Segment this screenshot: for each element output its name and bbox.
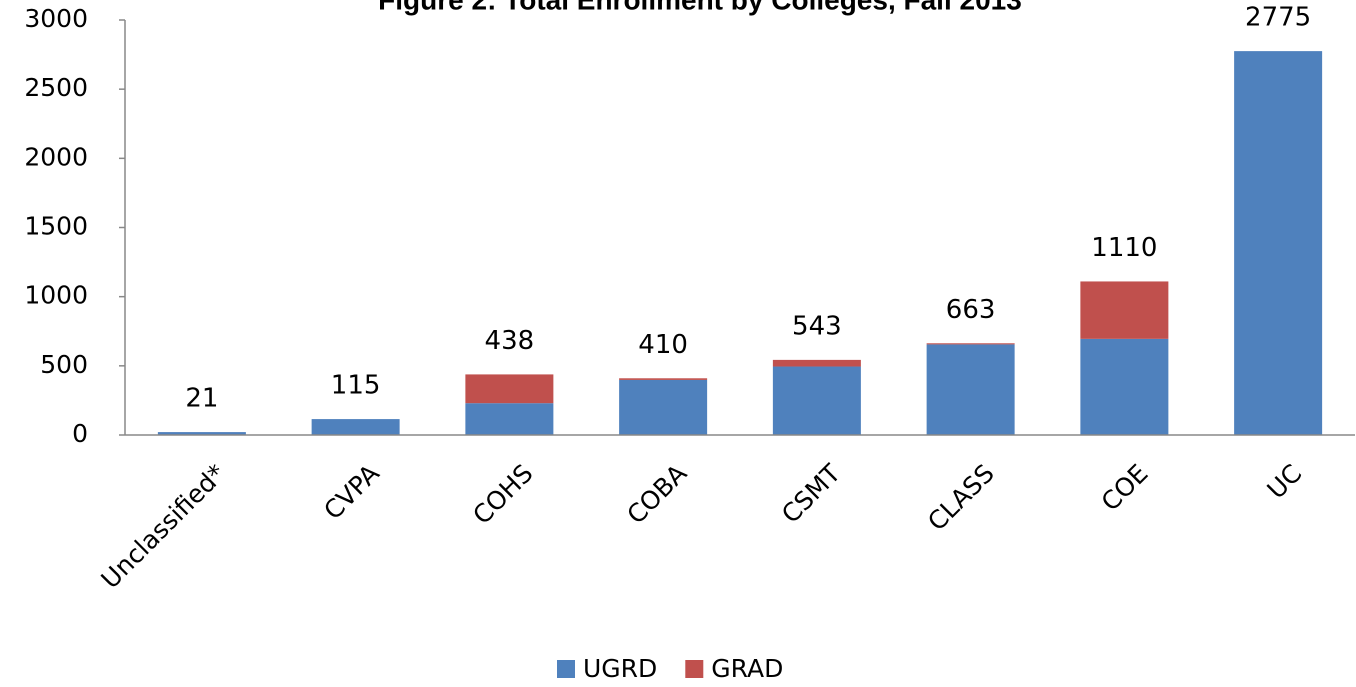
data-label: 410 xyxy=(638,330,688,360)
x-tick-label: COBA xyxy=(621,459,692,530)
bar-segment xyxy=(926,344,1015,435)
legend-swatch xyxy=(685,660,704,678)
data-label: 438 xyxy=(485,326,535,356)
y-tick-label: 0 xyxy=(72,419,88,448)
bar-segment xyxy=(772,366,861,435)
legend-label: UGRD xyxy=(583,654,657,683)
x-tick-label: UC xyxy=(1262,459,1308,505)
data-label: 663 xyxy=(946,295,996,325)
x-tick-label: CLASS xyxy=(922,459,1000,537)
data-label: 115 xyxy=(331,371,381,401)
x-tick-label: COHS xyxy=(467,459,538,530)
bar-segment xyxy=(465,403,554,435)
y-tick-label: 2500 xyxy=(24,73,88,102)
bar-segment xyxy=(157,432,246,435)
bar-segment xyxy=(619,379,708,435)
legend-label: GRAD xyxy=(711,654,783,683)
data-label: 1110 xyxy=(1091,233,1157,263)
x-tick-label: COE xyxy=(1096,459,1154,517)
bar-segment xyxy=(1234,51,1323,435)
y-tick-label: 1000 xyxy=(24,281,88,310)
bar-segment xyxy=(1080,338,1169,435)
bar-segment xyxy=(926,343,1015,345)
chart-title: Figure 2: Total Enrollment by Colleges, … xyxy=(378,0,1022,15)
y-tick-label: 3000 xyxy=(24,4,88,33)
y-tick-label: 1500 xyxy=(24,212,88,241)
y-tick-label: 500 xyxy=(40,350,88,379)
data-label: 21 xyxy=(185,384,218,414)
data-label: 543 xyxy=(792,311,842,341)
x-tick-label: CSMT xyxy=(776,458,847,529)
legend-swatch xyxy=(557,660,575,678)
bar-segment xyxy=(1080,281,1169,339)
bar-segment xyxy=(311,419,400,435)
y-tick-label: 2000 xyxy=(24,142,88,171)
x-tick-label: CVPA xyxy=(318,459,385,526)
x-tick-label: Unclassified* xyxy=(96,459,232,595)
data-label: 2775 xyxy=(1245,3,1311,33)
bar-segment xyxy=(619,378,708,380)
bar-segment xyxy=(772,359,861,367)
bar-segment xyxy=(465,374,554,404)
